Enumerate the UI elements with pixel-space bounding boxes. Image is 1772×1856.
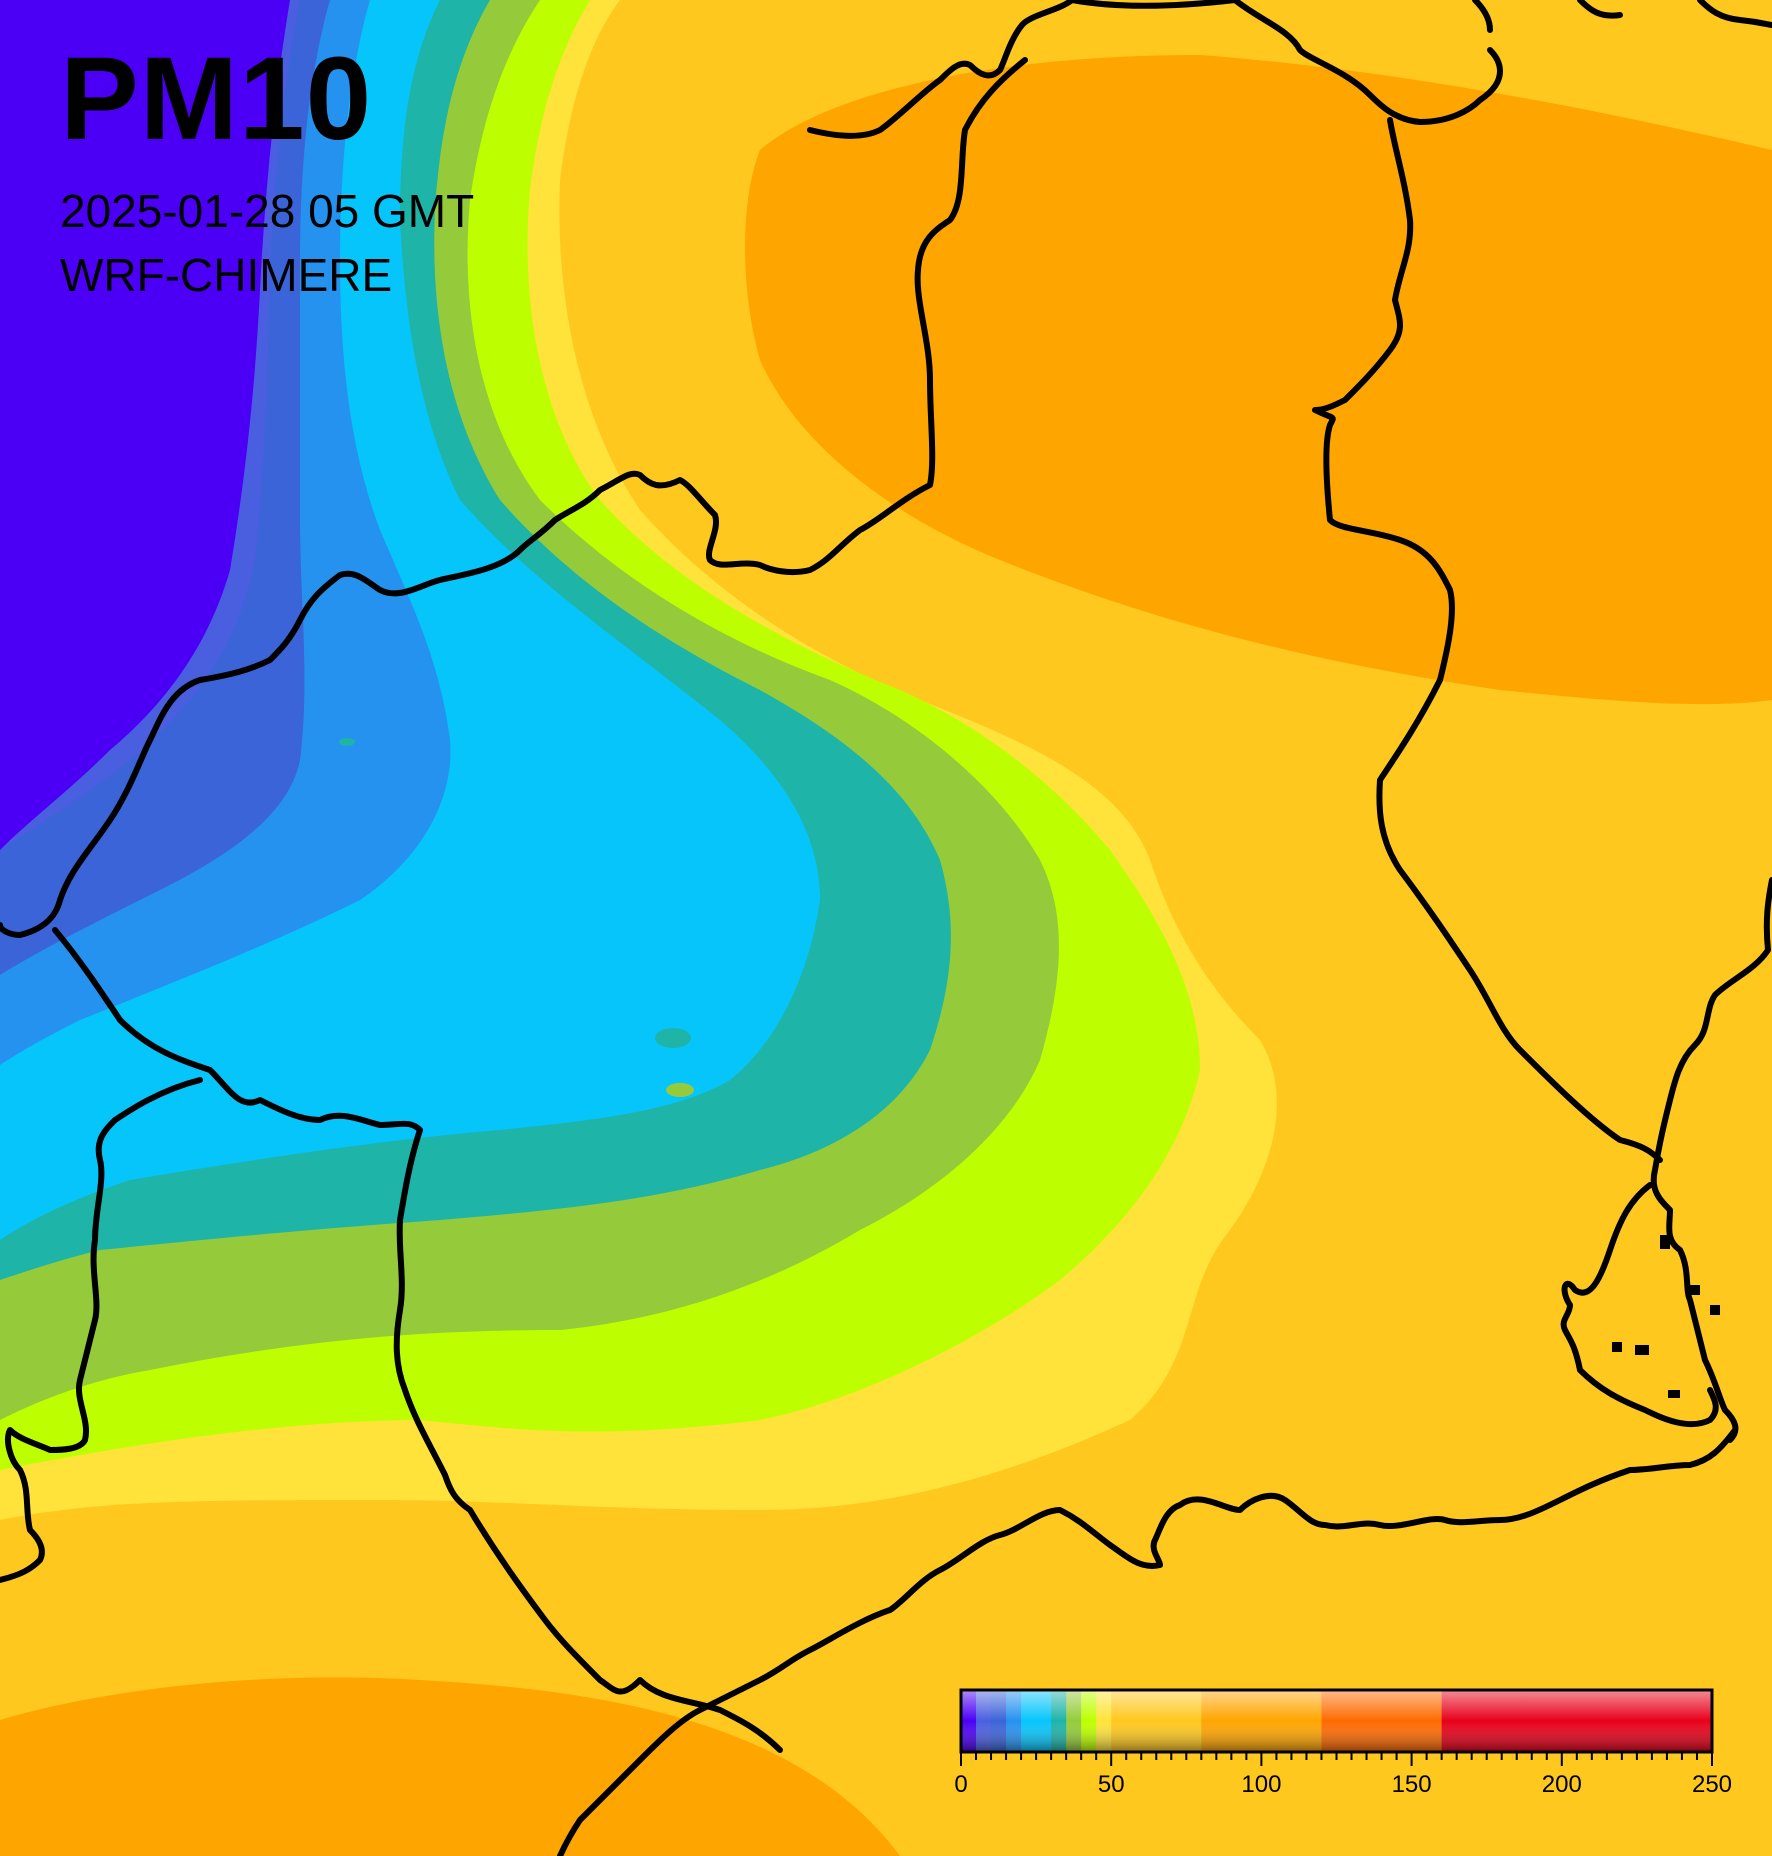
island-1 bbox=[1660, 1235, 1670, 1249]
coastline-north-lake bbox=[1069, 0, 1503, 125]
forecast-timestamp: 2025-01-28 05 GMT bbox=[60, 185, 475, 237]
colorbar-tick-label: 0 bbox=[954, 1771, 967, 1798]
coastline-south bbox=[557, 1427, 1738, 1856]
model-name: WRF-CHIMERE bbox=[60, 249, 393, 301]
colorbar-tick-label: 50 bbox=[1098, 1771, 1125, 1798]
colorbar-tick-labels: 0 50 100 150 200 250 bbox=[954, 1771, 1732, 1798]
colorbar-ticks bbox=[960, 1752, 1713, 1766]
coastline-lagoon bbox=[1560, 1182, 1719, 1428]
colorbar-tick-label: 100 bbox=[1241, 1771, 1281, 1798]
colorbar-shading bbox=[961, 1690, 1712, 1752]
field-blob-c bbox=[339, 738, 355, 746]
field-blob-b bbox=[666, 1083, 694, 1097]
border-inner-east bbox=[1312, 117, 1663, 1163]
colorbar-tick-label: 200 bbox=[1542, 1771, 1582, 1798]
island-6 bbox=[1668, 1390, 1680, 1398]
island-2 bbox=[1688, 1285, 1700, 1295]
border-east-river bbox=[1650, 877, 1772, 1443]
field-80-120-north bbox=[745, 55, 1772, 705]
island-4 bbox=[1612, 1342, 1622, 1352]
coastline-north-east bbox=[1472, 0, 1772, 33]
border-central bbox=[0, 57, 1028, 938]
border-south-west bbox=[393, 1127, 783, 1753]
colorbar-tick-label: 250 bbox=[1692, 1771, 1732, 1798]
colorbar-tick-label: 150 bbox=[1392, 1771, 1432, 1798]
border-north-west bbox=[807, 0, 1075, 139]
border-diagonal bbox=[52, 927, 423, 1133]
islands bbox=[1612, 1235, 1720, 1398]
field-80-120-south bbox=[0, 1677, 900, 1856]
map-title: PM10 bbox=[60, 33, 373, 165]
island-3 bbox=[1710, 1305, 1720, 1315]
colorbar: 0 50 100 150 200 250 bbox=[954, 1688, 1732, 1798]
border-west-inner bbox=[0, 1077, 203, 1583]
island-5 bbox=[1635, 1345, 1649, 1355]
field-0-5 bbox=[0, 0, 290, 850]
field-blob-a bbox=[655, 1028, 691, 1048]
